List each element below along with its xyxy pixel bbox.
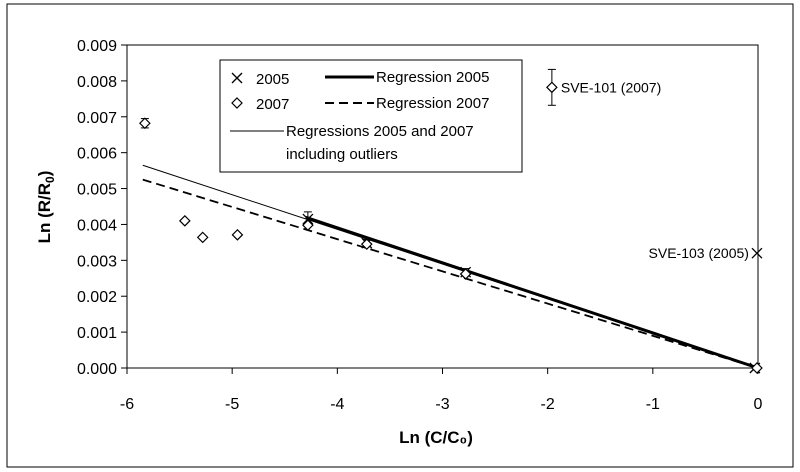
legend-label-regression-2007: Regression 2007 — [376, 95, 489, 112]
legend-label-regressions-all-line1: Regressions 2005 and 2007 — [286, 123, 474, 140]
point-2007 — [751, 362, 763, 374]
point-2007 — [360, 238, 373, 251]
annotation-sve-101: SVE-101 (2007) — [561, 79, 661, 95]
x-tick-label: -2 — [541, 396, 555, 413]
regression-line — [142, 164, 759, 369]
legend: 2005 Regression 2005 2007 Regression 200… — [219, 59, 523, 173]
legend-label-regression-2005: Regression 2005 — [376, 69, 489, 86]
annotations: SVE-101 (2007) SVE-103 (2005) — [561, 79, 749, 261]
legend-label-regressions-all-line2: including outliers — [286, 146, 398, 163]
point-2007 — [178, 215, 191, 227]
point-2007 — [302, 219, 314, 232]
y-axis-title: Ln (R/R0) — [35, 171, 57, 244]
annotation-sve-103: SVE-103 (2005) — [649, 245, 749, 261]
y-tick-label: 0.003 — [77, 253, 117, 270]
y-tick-label: 0.005 — [77, 182, 117, 199]
legend-label-2007: 2007 — [256, 96, 289, 113]
x-tick-label: -6 — [120, 396, 134, 413]
y-tick-label: 0.002 — [77, 289, 117, 306]
y-tick-label: 0.004 — [77, 217, 117, 234]
y-tick-label: 0.008 — [77, 74, 117, 91]
x-tick-label: -1 — [646, 396, 660, 413]
x-axis-ticks: -6 -5 -4 -3 -2 -1 0 — [120, 368, 763, 413]
y-tick-label: 0.006 — [77, 146, 117, 163]
data-points — [139, 68, 763, 374]
x-tick-label: -5 — [225, 396, 239, 413]
regression-lines — [142, 164, 759, 370]
y-tick-label: 0.001 — [77, 325, 117, 342]
point-2007 — [196, 231, 209, 244]
legend-box — [219, 59, 523, 173]
legend-marker-2007 — [231, 97, 243, 109]
point-2005 — [751, 247, 763, 259]
point-2005 — [302, 213, 314, 225]
legend-marker-2005 — [231, 72, 243, 84]
point-2007 — [139, 117, 151, 130]
point-2007 — [459, 268, 472, 280]
y-tick-label: 0.009 — [77, 38, 117, 55]
x-tick-label: -4 — [330, 396, 344, 413]
y-tick-label: 0.000 — [77, 361, 117, 378]
x-tick-label: -3 — [435, 396, 449, 413]
point-2007 — [546, 81, 558, 94]
x-tick-label: 0 — [754, 396, 763, 413]
x-axis-title: Ln (C/C₀) — [399, 428, 473, 447]
legend-label-2005: 2005 — [256, 71, 289, 88]
point-2007 — [231, 229, 244, 241]
regression-line — [142, 178, 759, 369]
y-axis-ticks: 0.000 0.001 0.002 0.003 0.004 0.005 0.006 0.007… — [77, 38, 127, 378]
y-tick-label: 0.007 — [77, 110, 117, 127]
